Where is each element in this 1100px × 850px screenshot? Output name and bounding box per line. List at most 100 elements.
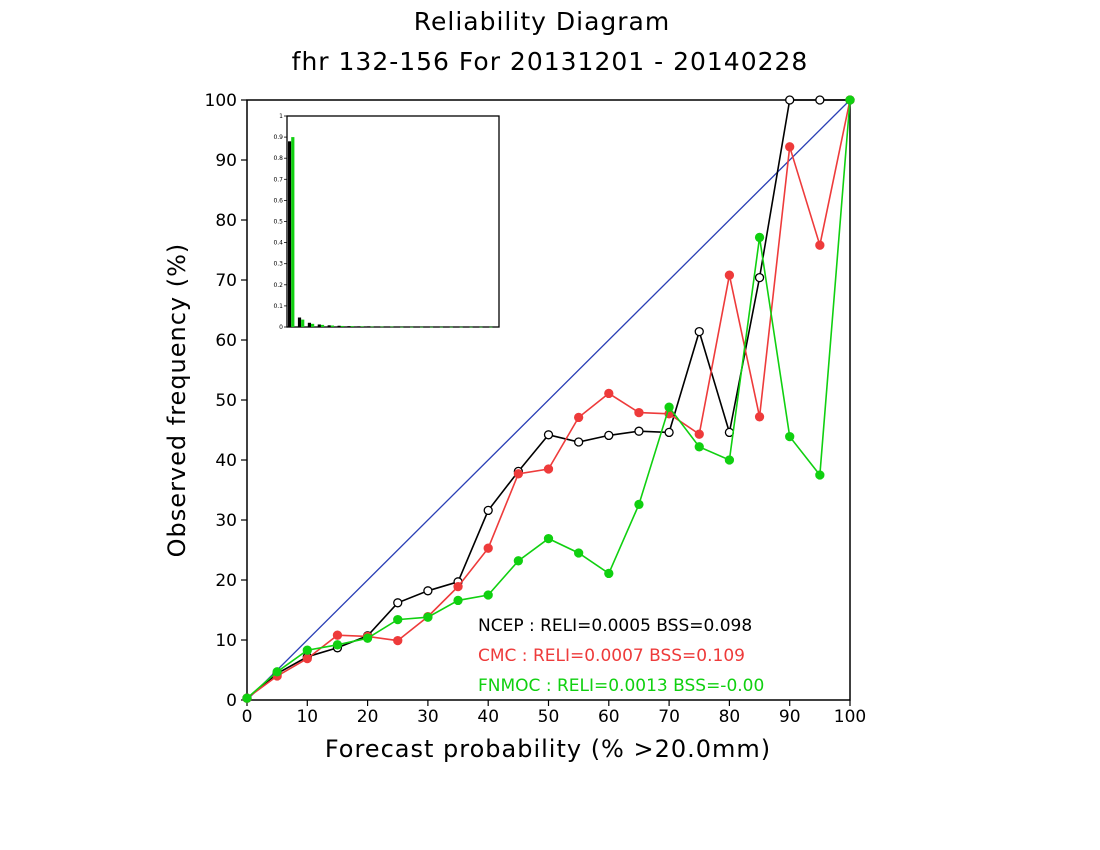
inset-bar-ncep: [297, 317, 302, 327]
legend-entry-fnmoc: FNMOC : RELI=0.0013 BSS=-0.00: [478, 676, 764, 696]
inset-bar-ncep: [307, 322, 312, 327]
inset-bar-ncep: [436, 326, 440, 328]
inset-bar-fnmoc: [449, 326, 453, 328]
inset-tick-label: 0.4: [273, 240, 283, 247]
x-tick-label: 20: [357, 707, 379, 727]
inset-bar-fnmoc: [419, 326, 424, 328]
data-point-cmc: [604, 388, 614, 399]
inset-bar-ncep: [357, 326, 361, 327]
data-point-cmc: [513, 469, 523, 479]
data-point-cmc: [302, 653, 312, 664]
inset-tick-label: 0.1: [273, 303, 283, 310]
inset-bar-fnmoc: [410, 326, 414, 328]
inset-tick-label: 0.8: [273, 155, 283, 162]
inset-bar-ncep: [466, 326, 470, 328]
inset-bar-ncep: [426, 326, 430, 328]
legend-entry-cmc: CMC : RELI=0.0007 BSS=0.109: [478, 646, 745, 666]
data-point-cmc: [574, 412, 584, 423]
inset-bar-fnmoc: [291, 137, 295, 327]
data-point-fnmoc: [845, 95, 855, 105]
y-tick-label: 30: [215, 511, 237, 531]
inset-bar-ncep: [486, 326, 490, 328]
data-point-ncep: [483, 505, 493, 516]
data-point-fnmoc: [543, 533, 554, 544]
chart-title: Reliability Diagram: [414, 7, 670, 36]
inset-bar-ncep: [396, 326, 401, 328]
inset-bar-ncep: [337, 325, 341, 327]
data-point-fnmoc: [393, 614, 403, 625]
x-tick-label: 90: [779, 707, 801, 727]
y-tick-label: 20: [215, 571, 237, 591]
data-point-ncep: [785, 95, 795, 105]
inset-tick-label: 0.7: [273, 176, 283, 183]
data-point-ncep: [604, 430, 614, 441]
x-tick-label: 100: [834, 707, 866, 727]
inset-tick-label: 0.5: [273, 219, 283, 226]
y-tick-label: 50: [215, 391, 237, 411]
inset-bar-ncep: [347, 326, 351, 327]
diagonal-line: [246, 99, 851, 701]
inset-tick-label: 1: [279, 113, 283, 120]
data-point-cmc: [754, 412, 765, 422]
inset-bar-ncep: [456, 326, 460, 328]
y-tick-label: 40: [215, 451, 237, 471]
data-point-fnmoc: [332, 640, 343, 650]
data-point-cmc: [332, 630, 343, 640]
inset-bar-fnmoc: [390, 326, 394, 328]
inset-bar-fnmoc: [350, 326, 354, 327]
y-tick-label: 0: [226, 691, 237, 711]
data-point-cmc: [785, 142, 795, 152]
data-point-cmc: [453, 581, 463, 592]
inset-bar-fnmoc: [370, 326, 374, 328]
inset-bar-fnmoc: [320, 324, 325, 327]
data-point-cmc: [393, 635, 403, 646]
data-point-ncep: [815, 95, 825, 105]
inset-bar-fnmoc: [400, 326, 404, 328]
data-point-fnmoc: [574, 548, 584, 558]
data-point-fnmoc: [785, 431, 795, 442]
data-point-fnmoc: [724, 455, 735, 465]
data-point-ncep: [393, 598, 403, 608]
data-point-fnmoc: [634, 499, 644, 510]
x-axis-label: Forecast probability (% >20.0mm): [325, 735, 771, 763]
data-point-fnmoc: [483, 590, 493, 600]
y-tick-label: 60: [215, 331, 237, 351]
data-point-fnmoc: [694, 442, 704, 452]
data-point-fnmoc: [664, 402, 674, 412]
data-point-cmc: [543, 464, 554, 474]
inset-bar-fnmoc: [459, 326, 463, 328]
inset-bar-ncep: [367, 326, 371, 327]
inset-bar-ncep: [317, 324, 321, 327]
inset-bar-fnmoc: [469, 326, 473, 328]
data-point-cmc: [634, 407, 644, 418]
x-tick-label: 60: [598, 707, 620, 727]
x-tick-label: 80: [719, 707, 741, 727]
inset-tick-label: 0.6: [273, 197, 283, 204]
inset-bar-fnmoc: [301, 319, 305, 327]
inset-tick-label: 0.9: [273, 134, 283, 141]
data-point-fnmoc: [513, 556, 523, 566]
data-point-ncep: [694, 326, 704, 337]
inset-bar-ncep: [476, 326, 480, 328]
inset-bar-ncep: [387, 326, 391, 328]
inset-tick-label: 0.3: [273, 261, 283, 268]
inset-bar-ncep: [327, 325, 331, 327]
x-tick-label: 30: [417, 707, 439, 727]
inset-bar-fnmoc: [330, 325, 335, 327]
y-tick-label: 10: [215, 631, 237, 651]
inset-bar-ncep: [406, 326, 411, 328]
data-point-fnmoc: [754, 232, 765, 243]
data-point-fnmoc: [272, 667, 282, 677]
data-point-fnmoc: [242, 693, 252, 703]
data-point-cmc: [724, 270, 735, 280]
inset-bar-fnmoc: [380, 326, 384, 328]
inset-bar-fnmoc: [439, 326, 443, 328]
x-tick-label: 0: [242, 707, 253, 727]
data-point-cmc: [694, 429, 704, 439]
inset-bar-fnmoc: [340, 325, 344, 327]
data-point-cmc: [815, 240, 825, 250]
data-point-fnmoc: [423, 612, 433, 622]
data-point-cmc: [483, 543, 493, 553]
data-point-ncep: [543, 430, 554, 440]
